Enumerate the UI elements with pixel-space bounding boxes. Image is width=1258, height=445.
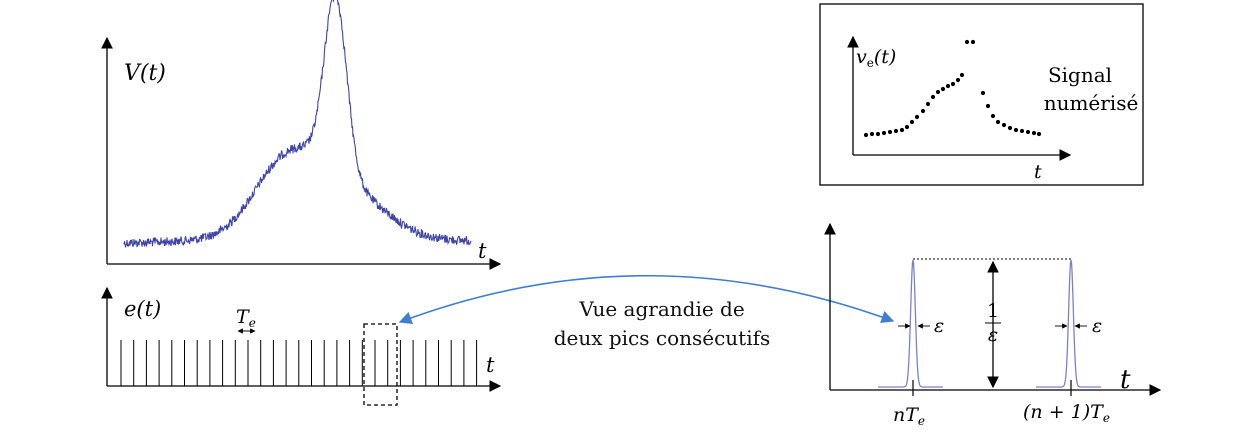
sample-dot (1014, 128, 1018, 132)
sample-dot (1032, 131, 1036, 135)
caption-line-1: Vue agrandie de (578, 297, 744, 321)
noisy-signal-curve (124, 0, 471, 247)
sample-dot (905, 125, 909, 129)
sample-dot (971, 40, 975, 44)
one-over-eps-den: ε (988, 324, 998, 346)
sample-dot (960, 73, 964, 77)
nte-label: nTe (893, 404, 925, 428)
sample-dot (956, 78, 960, 82)
sample-dot (864, 133, 868, 137)
sample-dot (910, 120, 914, 124)
caption-line-2: deux pics consécutifs (554, 326, 771, 350)
sample-dot (1037, 132, 1041, 136)
sample-dot (951, 82, 955, 86)
sample-dot (876, 132, 880, 136)
sample-dot (986, 104, 990, 108)
sample-dot (1026, 130, 1030, 134)
sample-dot (996, 120, 1000, 124)
eps-left-label: ε (934, 315, 944, 337)
sample-dot (941, 87, 945, 91)
sample-dot (921, 109, 925, 113)
n1te-label: (n + 1)Te (1023, 401, 1110, 425)
v-t-axis-label: t (478, 239, 487, 263)
sample-dot (894, 129, 898, 133)
sample-dot (981, 91, 985, 95)
pulse-t-axis-label: t (1120, 365, 1131, 395)
sample-dot (882, 131, 886, 135)
digitized-signal-inset: ve(t) t Signal numérisé (820, 4, 1143, 185)
ve-t-label: ve(t) (856, 46, 896, 70)
pulse-zoom-plot: t 1 ε ε ε nTe (n + 1)Te (830, 224, 1160, 428)
sample-dot (965, 40, 969, 44)
sample-dot (1002, 123, 1006, 127)
e-t-label: e(t) (124, 297, 161, 321)
one-over-eps-num: 1 (987, 300, 999, 322)
inset-t-label: t (1034, 161, 1042, 183)
sample-dot (870, 132, 874, 136)
sample-dot (1020, 129, 1024, 133)
sample-dot (915, 115, 919, 119)
eps-right-label: ε (1092, 315, 1102, 337)
sampling-comb-plot: e(t) t Te (107, 288, 500, 405)
sample-dot (888, 130, 892, 134)
zoom-selection-box (364, 324, 397, 405)
te-label: Te (236, 306, 256, 330)
sample-dot (931, 95, 935, 99)
v-t-label: V(t) (124, 61, 166, 86)
sample-dot (991, 114, 995, 118)
sample-dot (946, 84, 950, 88)
sample-dot (1008, 126, 1012, 130)
zoom-caption: Vue agrandie de deux pics consécutifs (400, 276, 893, 350)
e-t-axis-label: t (486, 353, 495, 377)
analog-signal-plot: V(t) t (107, 0, 500, 264)
sample-dot (936, 90, 940, 94)
comb-pulses (121, 340, 477, 386)
signal-label-2: numérisé (1044, 91, 1139, 115)
sample-dot (926, 102, 930, 106)
sample-dot (900, 128, 904, 132)
signal-label-1: Signal (1048, 63, 1112, 87)
